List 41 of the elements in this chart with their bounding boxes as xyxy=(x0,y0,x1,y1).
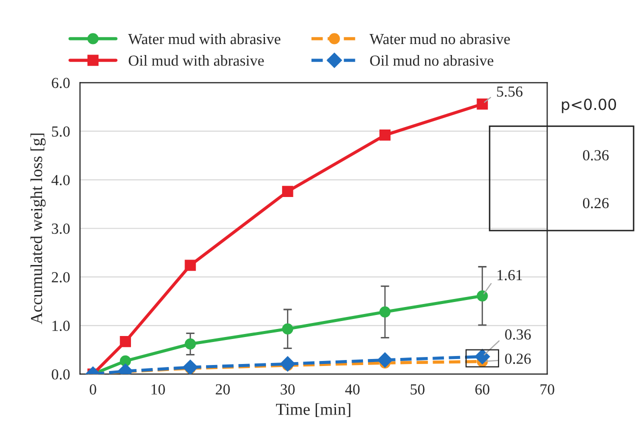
x-tick-label: 50 xyxy=(410,384,424,395)
text: 0.26 xyxy=(582,198,609,208)
data-label: 1.61 xyxy=(498,270,522,280)
data-label: 0.26 xyxy=(505,354,531,364)
point xyxy=(120,336,131,348)
y-tick-label: 3.0 xyxy=(52,224,70,234)
y-tick-label: 1.0 xyxy=(52,320,70,332)
y-tick-label: 0.0 xyxy=(52,369,70,380)
point xyxy=(476,98,488,110)
y-tick-label: 4.0 xyxy=(51,174,70,186)
legend-label: Water mud with abrasive xyxy=(128,33,280,44)
point xyxy=(282,186,294,198)
x-tick-label: 30 xyxy=(280,384,295,395)
point xyxy=(120,355,131,367)
text: 0.36 xyxy=(582,150,609,160)
x-tick-label: 40 xyxy=(345,384,360,395)
point xyxy=(282,323,294,334)
x-tick-label: 20 xyxy=(216,384,230,395)
point xyxy=(379,306,391,318)
x-tick-label: 10 xyxy=(152,384,165,395)
y-tick-label: 6.0 xyxy=(52,78,70,88)
x-tick-label: 70 xyxy=(540,384,554,395)
point xyxy=(184,260,196,271)
x-axis-title: Time [min] xyxy=(276,403,350,418)
y-tick-label: 2.0 xyxy=(52,272,70,282)
x-tick-label: 0 xyxy=(90,384,96,395)
legend-label: Oil mud with abrasive xyxy=(128,55,264,66)
point xyxy=(476,290,488,302)
data-label: 0.36 xyxy=(505,329,531,340)
point xyxy=(377,352,393,368)
legend-label: Water mud no abrasive xyxy=(370,33,510,44)
y-axis-title: Accumulated weight loss [g] xyxy=(30,134,46,324)
point xyxy=(182,360,198,374)
point xyxy=(379,130,391,141)
legend-label: Oil mud no abrasive xyxy=(370,55,494,66)
point xyxy=(184,338,196,350)
point xyxy=(280,356,296,372)
x-tick-label: 60 xyxy=(475,384,490,395)
data-label: 5.56 xyxy=(497,86,522,97)
text: p<0.00 xyxy=(562,98,616,114)
y-tick-label: 5.0 xyxy=(52,126,70,137)
